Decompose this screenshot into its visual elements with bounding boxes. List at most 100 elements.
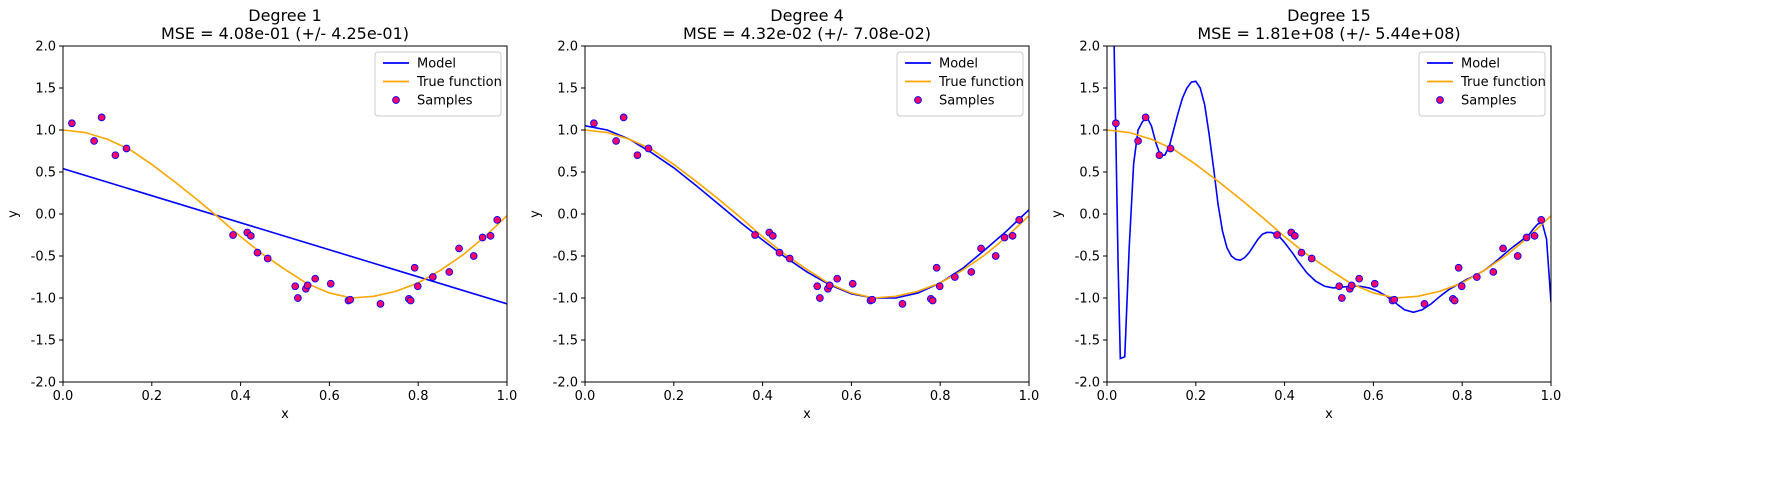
sample-point — [1166, 144, 1175, 153]
sample-point — [751, 231, 759, 239]
legend-entry-label: Model — [1461, 57, 1500, 72]
sample-point — [1141, 113, 1150, 122]
legend-entry-label: Samples — [939, 94, 995, 109]
sample-point — [493, 216, 502, 224]
sample-point — [619, 113, 628, 122]
x-tick-label: 0.8 — [408, 389, 429, 404]
x-tick-label: 1.0 — [1019, 389, 1040, 404]
sample-point — [346, 295, 355, 304]
sample-point — [445, 268, 454, 276]
sample-point — [246, 231, 255, 240]
chart-title: Degree 1 — [248, 6, 322, 25]
y-tick-label: 0.0 — [557, 208, 578, 223]
sample-point — [1338, 294, 1346, 302]
y-tick-label: -0.5 — [553, 250, 578, 265]
sample-point — [1015, 216, 1024, 224]
plot-area — [585, 113, 1029, 308]
legend-entry-label: True function — [1460, 75, 1546, 90]
sample-point — [429, 273, 437, 281]
y-tick-label: 1.0 — [35, 124, 56, 139]
sample-point — [1000, 233, 1009, 242]
chart-title: Degree 4 — [770, 6, 844, 25]
sample-point — [291, 282, 300, 291]
sample-point — [590, 119, 598, 128]
y-tick-label: -1.5 — [553, 334, 578, 349]
sample-point — [1489, 268, 1498, 276]
x-tick-label: 0.2 — [1185, 389, 1206, 404]
sample-point — [1297, 248, 1306, 257]
sample-point — [1008, 231, 1017, 240]
x-tick-label: 0.2 — [141, 389, 162, 404]
sample-point — [848, 279, 857, 288]
sample-point — [1112, 119, 1120, 128]
sample-point — [68, 119, 76, 128]
sample-point — [1355, 274, 1364, 283]
y-tick-label: 1.0 — [557, 124, 578, 139]
sample-point — [644, 144, 653, 153]
x-tick-label: 0.2 — [663, 389, 684, 404]
series-line-true-function — [63, 129, 507, 299]
legend-box — [374, 51, 502, 117]
sample-point — [1420, 300, 1429, 308]
sample-point — [1290, 231, 1299, 240]
y-tick-label: -2.0 — [1075, 376, 1100, 391]
sample-point — [816, 294, 824, 302]
sample-point — [1499, 244, 1507, 253]
sample-point — [311, 274, 320, 283]
sample-point — [1513, 252, 1522, 260]
y-tick-label: 2.0 — [35, 40, 56, 55]
x-tick-label: 1.0 — [1541, 389, 1562, 404]
sample-point — [413, 282, 422, 291]
sample-point — [1273, 231, 1281, 239]
legend-entry-label: Samples — [1461, 94, 1517, 109]
legend-entry-label: True function — [938, 75, 1024, 90]
sample-point — [932, 263, 941, 272]
sample-point — [376, 300, 385, 308]
sample-point — [951, 273, 959, 281]
y-tick-label: 1.5 — [35, 82, 56, 97]
y-tick-label: -1.0 — [553, 292, 578, 307]
y-tick-label: -1.0 — [31, 292, 56, 307]
sample-point — [1457, 282, 1466, 291]
sample-point — [813, 282, 822, 291]
sample-point — [455, 244, 463, 253]
chart-title: Degree 15 — [1287, 6, 1371, 25]
x-tick-label: 0.8 — [1452, 389, 1473, 404]
x-tick-label: 0.8 — [930, 389, 951, 404]
x-tick-label: 0.4 — [752, 389, 773, 404]
sample-point — [294, 294, 302, 302]
y-tick-label: -1.0 — [1075, 292, 1100, 307]
sample-point — [612, 137, 620, 145]
y-tick-label: -2.0 — [553, 376, 578, 391]
y-axis-label: y — [528, 210, 543, 218]
sample-point — [229, 231, 237, 239]
sample-point — [633, 151, 642, 160]
x-tick-label: 0.6 — [319, 389, 340, 404]
chart-subtitle: MSE = 4.32e-02 (+/- 7.08e-02) — [683, 24, 931, 43]
sample-point — [1335, 282, 1344, 291]
x-tick-label: 0.0 — [575, 389, 596, 404]
y-tick-label: 1.5 — [557, 82, 578, 97]
chart-subtitle: MSE = 1.81e+08 (+/- 5.44e+08) — [1197, 24, 1460, 43]
y-tick-label: 0.0 — [1079, 208, 1100, 223]
sample-point — [775, 248, 784, 257]
sample-point — [111, 151, 120, 160]
x-tick-label: 0.6 — [841, 389, 862, 404]
sample-point — [1347, 281, 1356, 290]
sample-point — [410, 263, 419, 272]
legend: Model True function Samples — [896, 51, 1024, 117]
sample-point — [1390, 295, 1399, 304]
legend-box — [1418, 51, 1546, 117]
sample-point — [833, 274, 842, 283]
legend-marker-swatch — [1436, 96, 1444, 104]
x-tick-label: 0.0 — [1097, 389, 1118, 404]
legend-entry-label: True function — [416, 75, 502, 90]
sample-point — [1450, 296, 1459, 305]
series-line-model — [585, 125, 1029, 299]
y-axis-label: y — [1050, 210, 1065, 218]
x-tick-label: 0.4 — [230, 389, 251, 404]
sample-point — [263, 254, 272, 263]
sample-point — [1155, 151, 1164, 160]
